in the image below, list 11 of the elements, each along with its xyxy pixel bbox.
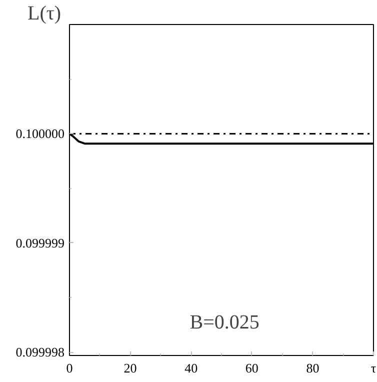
x-tick-label: 20: [124, 360, 137, 376]
y-tick-label: 0.100000: [16, 126, 64, 142]
x-tick-label: 80: [306, 360, 320, 376]
x-axis-title: τ: [370, 360, 376, 376]
x-tick-label: 0: [66, 360, 73, 376]
annotation: B=0.025: [190, 312, 260, 334]
y-axis-title: L(τ): [28, 2, 62, 24]
y-tick-label: 0.099999: [16, 235, 64, 250]
x-tick-label: 60: [245, 360, 258, 376]
y-tick-label: 0.099998: [16, 344, 64, 360]
x-tick-label: 40: [184, 360, 198, 376]
